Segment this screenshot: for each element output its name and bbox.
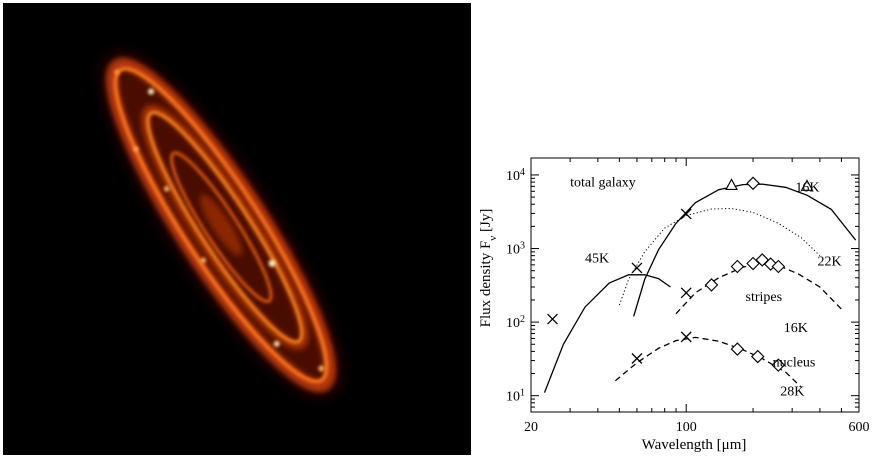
annotation-label: 16K xyxy=(784,321,808,336)
annotation-label: 22K xyxy=(817,254,841,269)
model-curve-dashed xyxy=(675,263,842,315)
data-point-cross xyxy=(547,313,558,325)
y-tick-exponent: 1 xyxy=(520,387,525,398)
data-point-diamond xyxy=(746,176,760,191)
annotation-label: nucleus xyxy=(773,355,816,370)
annotation-label: 45K xyxy=(585,251,609,266)
y-axis-title-unit: [Jy] xyxy=(478,209,494,236)
y-tick-exponent: 4 xyxy=(520,166,525,177)
data-point-diamond xyxy=(730,259,745,274)
y-tick-exponent: 2 xyxy=(520,314,525,325)
sed-chart: 20 100 600 101 102 103 104 total galaxy 16K 45K 22… xyxy=(476,150,888,455)
y-axis-title-main: Flux density F xyxy=(478,241,494,328)
y-tick-label: 101 xyxy=(506,387,525,405)
annotation-label: stripes xyxy=(746,290,783,305)
annotation-label: 28K xyxy=(780,385,804,400)
y-tick-base: 10 xyxy=(506,316,520,331)
model-curve-dashed xyxy=(614,336,802,388)
annotation-label: total galaxy xyxy=(570,175,636,190)
model-curve-dotted xyxy=(618,207,821,306)
y-tick-base: 10 xyxy=(506,169,520,184)
x-tick-label: 20 xyxy=(524,420,538,435)
data-point-diamond xyxy=(771,259,786,274)
data-point-diamond xyxy=(763,257,778,271)
data-point-diamond xyxy=(750,349,765,364)
data-point-cross xyxy=(680,287,692,299)
data-point-diamond xyxy=(746,256,760,271)
data-point-cross xyxy=(680,331,692,343)
data-point-cross xyxy=(631,353,643,364)
galaxy-infrared-image xyxy=(3,3,471,455)
x-tick-label: 100 xyxy=(676,420,697,435)
y-tick-base: 10 xyxy=(506,390,520,405)
data-point-triangle xyxy=(800,179,814,191)
y-tick-label: 104 xyxy=(506,166,525,184)
y-tick-label: 103 xyxy=(506,240,525,258)
data-point-cross xyxy=(680,208,692,220)
y-axis-title-sub: ν xyxy=(487,236,499,241)
x-axis-title: Wavelength [μm] xyxy=(642,437,747,453)
x-tick-label: 600 xyxy=(849,420,870,435)
data-point-diamond xyxy=(730,342,745,356)
model-curve-solid xyxy=(543,274,671,393)
y-tick-exponent: 3 xyxy=(520,240,525,251)
annotation-label: 16K xyxy=(795,180,819,195)
data-point-triangle xyxy=(725,178,738,191)
data-point-cross xyxy=(631,262,643,274)
plot-frame xyxy=(530,157,860,413)
y-tick-label: 102 xyxy=(506,314,525,332)
y-tick-base: 10 xyxy=(506,243,520,258)
data-point-diamond xyxy=(704,278,719,292)
data-point-diamond xyxy=(771,358,786,372)
y-axis-title: Flux density Fν [Jy] xyxy=(478,209,499,328)
